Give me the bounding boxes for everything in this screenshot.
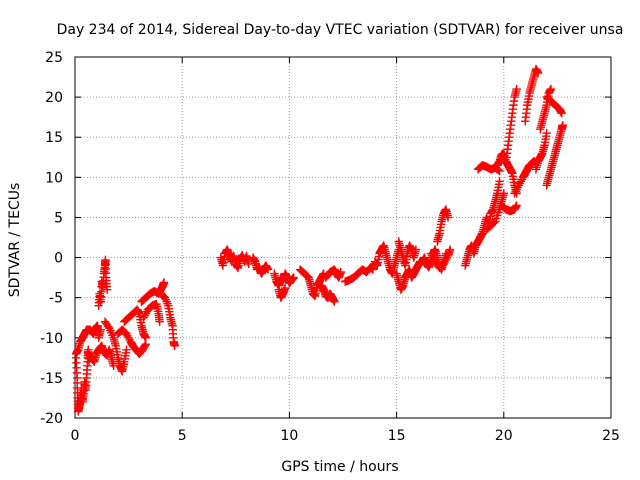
series-arc-15 bbox=[295, 265, 328, 301]
series-arc-6 bbox=[113, 325, 150, 359]
x-tick-label: 25 bbox=[602, 428, 620, 444]
y-tick-label: 5 bbox=[54, 210, 63, 226]
data-point bbox=[102, 285, 112, 294]
x-tick-label: 10 bbox=[280, 428, 298, 444]
chart-title: Day 234 of 2014, Sidereal Day-to-day VTE… bbox=[57, 22, 624, 38]
series-arc-8 bbox=[137, 278, 169, 306]
x-tick-label: 0 bbox=[71, 428, 80, 444]
data-point bbox=[122, 345, 131, 355]
data-point bbox=[446, 245, 455, 254]
series-arc-17 bbox=[321, 265, 346, 282]
data-point bbox=[512, 201, 521, 210]
series-arc-10 bbox=[156, 289, 179, 350]
data-point bbox=[140, 341, 150, 350]
series-arc-9 bbox=[139, 299, 164, 326]
series-arc-3 bbox=[83, 341, 118, 371]
series-arc-37 bbox=[542, 120, 567, 190]
data-point bbox=[533, 68, 543, 78]
data-point bbox=[499, 189, 508, 198]
x-tick-label: 20 bbox=[495, 428, 513, 444]
y-tick-label: 10 bbox=[45, 170, 63, 186]
series-arc-21 bbox=[394, 237, 421, 270]
data-point bbox=[557, 108, 566, 118]
plot-frame bbox=[74, 56, 612, 419]
data-point bbox=[495, 177, 504, 186]
y-tick-label: -15 bbox=[40, 371, 63, 387]
x-tick-label: 15 bbox=[388, 428, 406, 444]
series-arc-20 bbox=[392, 257, 425, 294]
data-points bbox=[71, 64, 567, 416]
data-point bbox=[289, 273, 298, 282]
data-point bbox=[263, 265, 273, 274]
data-point bbox=[336, 267, 346, 277]
series-arc-11 bbox=[216, 245, 253, 273]
y-tick-label: 0 bbox=[54, 251, 63, 267]
series-arc-28 bbox=[473, 161, 504, 176]
series-arc-7 bbox=[120, 305, 150, 342]
series-arc-4 bbox=[94, 255, 112, 310]
data-point bbox=[368, 265, 378, 274]
series-arc-34 bbox=[531, 129, 551, 174]
series-arc-5 bbox=[100, 317, 131, 376]
data-point bbox=[96, 325, 105, 334]
series-arc-18 bbox=[340, 262, 378, 286]
series-arc-16 bbox=[317, 281, 339, 306]
series-arc-23 bbox=[433, 205, 453, 246]
data-point bbox=[411, 245, 421, 254]
data-point bbox=[159, 278, 169, 287]
series-arc-30 bbox=[497, 201, 521, 216]
series-arc-13 bbox=[270, 269, 298, 290]
data-point bbox=[443, 213, 453, 222]
data-point bbox=[170, 341, 179, 350]
data-point bbox=[280, 283, 290, 293]
x-tick-label: 5 bbox=[178, 428, 187, 444]
series-arc-12 bbox=[248, 253, 273, 278]
series-arc-14 bbox=[274, 283, 290, 302]
x-axis-label: GPS time / hours bbox=[281, 459, 398, 475]
data-point bbox=[495, 166, 504, 176]
series-arc-35 bbox=[536, 84, 556, 134]
y-tick-label: -5 bbox=[49, 291, 63, 307]
data-point bbox=[512, 84, 521, 94]
y-tick-label: 15 bbox=[45, 130, 63, 146]
y-axis-label: SDTVAR / TECUs bbox=[7, 183, 23, 298]
axis-ticks: 0 5 10 15 20 25 -20 -15 -10 -5 0 5 10 15 20 25 bbox=[40, 50, 620, 444]
y-tick-label: 20 bbox=[45, 90, 63, 106]
y-tick-label: 25 bbox=[45, 50, 63, 66]
data-point bbox=[244, 259, 253, 269]
data-point bbox=[141, 333, 150, 342]
data-point bbox=[155, 317, 164, 326]
data-point bbox=[558, 120, 567, 130]
series-arc-31 bbox=[501, 84, 521, 166]
series-arc-2 bbox=[71, 321, 105, 359]
grid bbox=[75, 57, 611, 418]
series-arc-36 bbox=[542, 92, 566, 118]
y-tick-label: -20 bbox=[40, 411, 63, 427]
data-point bbox=[542, 129, 551, 138]
data-point bbox=[330, 297, 339, 306]
series-arc-27 bbox=[482, 189, 508, 234]
series-arc-24 bbox=[426, 245, 455, 273]
data-point bbox=[546, 84, 556, 94]
y-tick-label: -10 bbox=[40, 331, 63, 347]
series-arc-33 bbox=[521, 64, 543, 126]
